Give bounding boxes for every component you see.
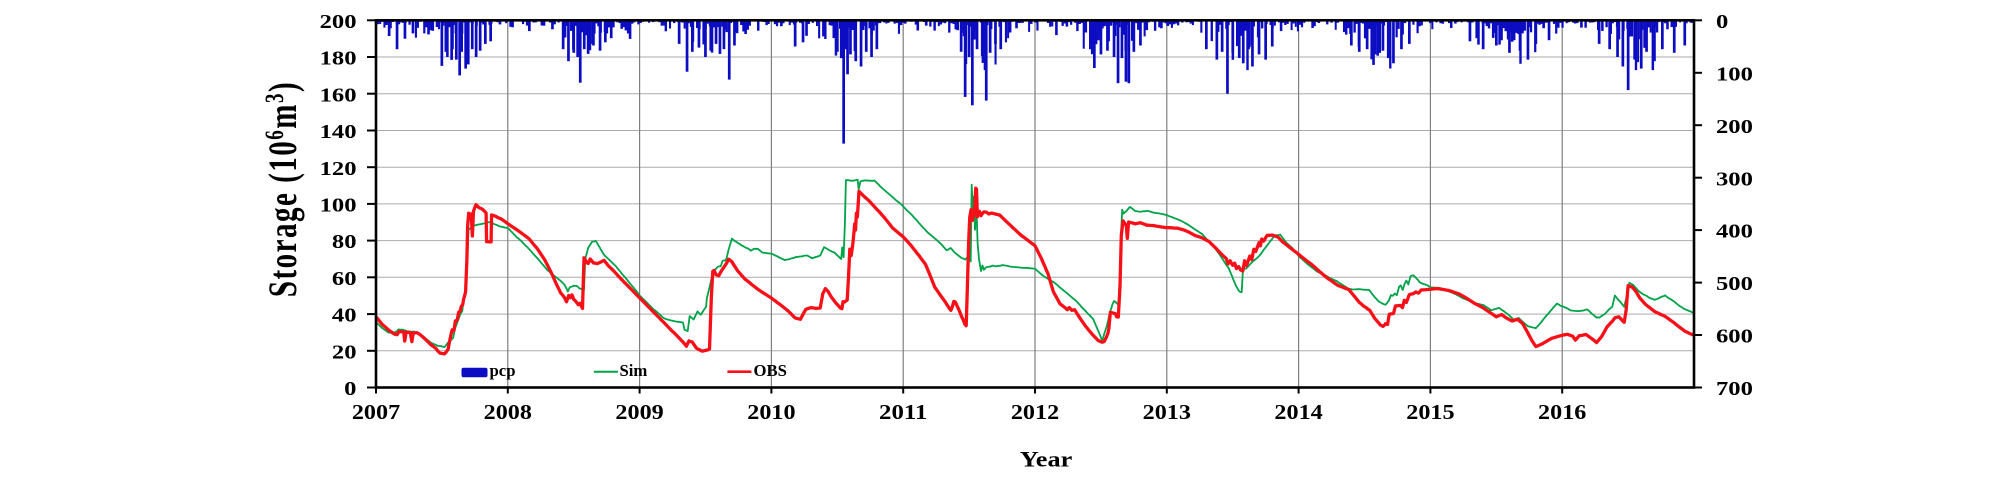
svg-text:0: 0: [344, 378, 356, 400]
svg-text:120: 120: [320, 158, 357, 180]
svg-text:80: 80: [332, 231, 357, 253]
svg-text:2015: 2015: [1406, 400, 1454, 424]
svg-text:180: 180: [320, 48, 357, 70]
svg-text:500: 500: [1716, 273, 1753, 295]
svg-text:160: 160: [320, 84, 357, 106]
svg-text:2008: 2008: [484, 400, 533, 424]
svg-text:Year: Year: [1020, 447, 1073, 472]
svg-text:2014: 2014: [1274, 400, 1323, 424]
svg-text:2010: 2010: [747, 400, 795, 424]
svg-text:700: 700: [1716, 378, 1753, 400]
svg-text:300: 300: [1716, 168, 1753, 190]
svg-text:100: 100: [1716, 63, 1753, 85]
svg-text:0: 0: [1716, 11, 1728, 33]
svg-text:60: 60: [332, 268, 357, 290]
svg-text:2013: 2013: [1143, 400, 1192, 424]
svg-text:Sim: Sim: [620, 361, 648, 380]
svg-text:140: 140: [320, 121, 357, 143]
svg-text:Storage (106m3): Storage (106m3): [260, 81, 305, 297]
svg-text:2012: 2012: [1011, 400, 1059, 424]
svg-text:2009: 2009: [615, 400, 663, 424]
svg-text:2016: 2016: [1538, 400, 1587, 424]
svg-text:20: 20: [332, 341, 357, 363]
svg-text:200: 200: [1716, 116, 1753, 138]
svg-text:600: 600: [1716, 326, 1753, 348]
svg-text:400: 400: [1716, 221, 1753, 243]
svg-text:200: 200: [320, 11, 357, 33]
svg-text:pcp: pcp: [490, 361, 516, 380]
svg-text:OBS: OBS: [754, 361, 787, 380]
svg-text:2011: 2011: [879, 400, 927, 424]
svg-text:2007: 2007: [352, 400, 401, 424]
svg-text:40: 40: [332, 305, 357, 327]
svg-text:100: 100: [320, 195, 357, 217]
